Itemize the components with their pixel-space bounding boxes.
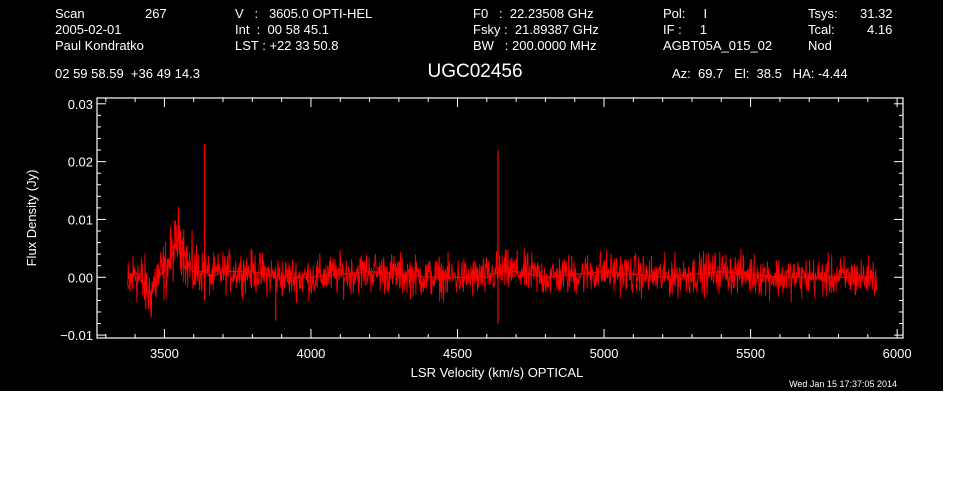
velocity-line: V : 3605.0 OPTI-HEL xyxy=(235,6,373,21)
spectrum-chart: 3500 4000 4500 5000 5500 6000 −0.01 0.00 0.01 0.0… xyxy=(24,97,912,380)
scan-value: 267 xyxy=(145,6,167,21)
y-axis-label: Flux Density (Jy) xyxy=(24,170,39,267)
observer-name: Paul Kondratko xyxy=(55,38,144,53)
x-tick-label-5500: 5500 xyxy=(736,346,765,361)
project-id: AGBT05A_015_02 xyxy=(663,38,773,53)
sky-freq-line: Fsky : 21.89387 GHz xyxy=(473,22,599,37)
x-tick-label-4000: 4000 xyxy=(296,346,325,361)
source-coordinates: 02 59 58.59 +36 49 14.3 xyxy=(55,66,200,81)
axis-ticks: 3500 4000 4500 5000 5500 6000 −0.01 0.00 0.01 0.0… xyxy=(60,97,912,361)
noise-texture xyxy=(127,206,878,318)
bandwidth-line: BW : 200.0000 MHz xyxy=(473,38,597,53)
tsys-value: 31.32 xyxy=(860,6,893,21)
x-tick-label-4500: 4500 xyxy=(443,346,472,361)
y-tick-label-4: 0.03 xyxy=(68,97,93,112)
x-tick-label-5000: 5000 xyxy=(590,346,619,361)
series-line-0 xyxy=(127,235,877,296)
plot-frame xyxy=(96,97,904,339)
polarization-line: Pol: I xyxy=(663,6,708,21)
y-tick-label-0: −0.01 xyxy=(60,328,93,343)
x-tick-label-6000: 6000 xyxy=(883,346,912,361)
scan-label: Scan xyxy=(55,6,85,21)
x-axis-label: LSR Velocity (km/s) OPTICAL xyxy=(411,365,584,380)
nod-label: Nod xyxy=(808,38,832,53)
az-el-ha: Az: 69.7 El: 38.5 HA: -4.44 xyxy=(672,66,848,81)
plot-panel: 3500 4000 4500 5000 5500 6000 −0.01 0.00 0.01 0.0… xyxy=(0,0,943,391)
object-name: UGC02456 xyxy=(427,61,523,82)
y-tick-label-3: 0.02 xyxy=(68,155,93,170)
y-tick-label-1: 0.00 xyxy=(68,270,93,285)
integration-line: Int : 00 58 45.1 xyxy=(235,22,329,37)
obs-date: 2005-02-01 xyxy=(55,22,122,37)
tcal-label: Tcal: xyxy=(808,22,835,37)
spectrum-trace xyxy=(127,144,878,324)
lst-line: LST : +22 33 50.8 xyxy=(235,38,339,53)
y-tick-label-2: 0.01 xyxy=(68,212,93,227)
if-line: IF : 1 xyxy=(663,22,708,37)
tsys-label: Tsys: xyxy=(808,6,838,21)
x-tick-label-3500: 3500 xyxy=(150,346,179,361)
rest-freq-line: F0 : 22.23508 GHz xyxy=(473,6,594,21)
tcal-value: 4.16 xyxy=(867,22,893,37)
timestamp: Wed Jan 15 17:37:05 2014 xyxy=(789,379,897,389)
